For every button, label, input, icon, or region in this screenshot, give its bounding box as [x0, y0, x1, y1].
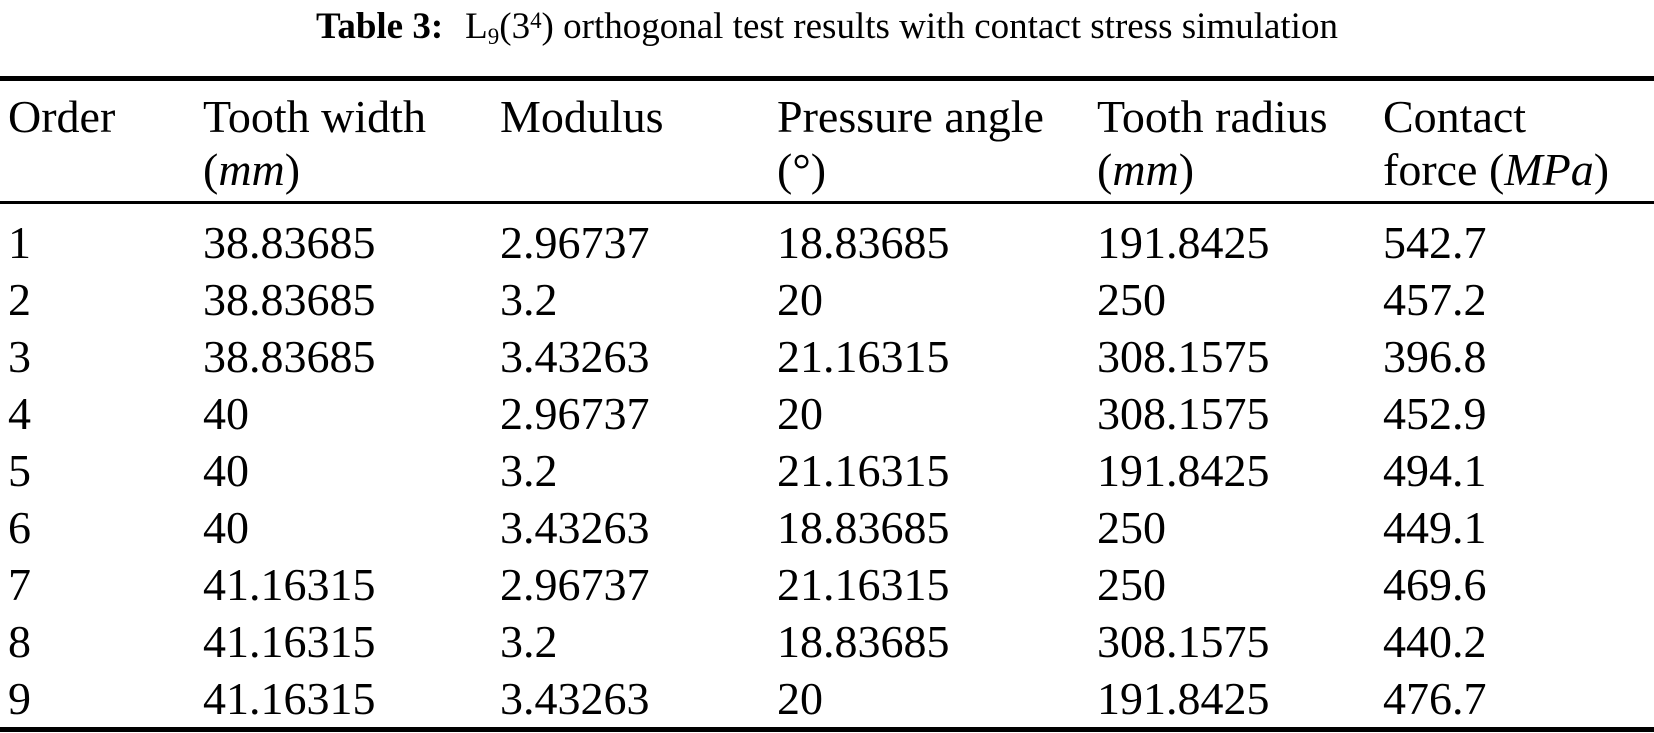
column-header-label: Tooth radius [1097, 91, 1328, 142]
cell-contact-force: 457.2 [1383, 274, 1487, 325]
cell-tooth-width: 40 [203, 502, 249, 553]
cell-tooth-width: 41.16315 [203, 673, 376, 724]
cell-tooth-radius: 250 [1097, 559, 1166, 610]
column-header-label: Pressure angle [777, 91, 1044, 142]
cell-tooth-width: 38.83685 [203, 331, 376, 382]
column-header-label: Order [8, 91, 116, 142]
column-header-modulus: Modulus [500, 78, 777, 204]
table-row: 8 41.16315 3.2 18.83685 308.1575 440.2 [0, 613, 1654, 670]
table-caption: Table 3: L9(34) orthogonal test results w… [0, 0, 1654, 76]
table-caption-text: L9(34) orthogonal test results with cont… [465, 6, 1338, 49]
column-header-unit: (mm) [1097, 144, 1195, 195]
results-table: Order Tooth width (mm) Modulus Pressure angl… [0, 76, 1654, 732]
cell-contact-force: 469.6 [1383, 559, 1487, 610]
cell-tooth-width: 38.83685 [203, 217, 376, 268]
cell-tooth-radius: 191.8425 [1097, 673, 1270, 724]
column-header-tooth-radius: Tooth radius (mm) [1097, 78, 1383, 204]
table-row: 1 38.83685 2.96737 18.83685 191.8425 542.7 [0, 203, 1654, 272]
cell-pressure-angle: 18.83685 [777, 616, 950, 667]
column-header-unit: (°) [777, 144, 827, 195]
table-row: 3 38.83685 3.43263 21.16315 308.1575 396.8 [0, 328, 1654, 385]
cell-tooth-radius: 308.1575 [1097, 331, 1270, 382]
caption-series-close-paren: ) [541, 6, 554, 47]
cell-tooth-radius: 191.8425 [1097, 445, 1270, 496]
cell-modulus: 2.96737 [500, 559, 650, 610]
caption-description: orthogonal test results with contact str… [553, 6, 1338, 47]
cell-order: 8 [8, 616, 31, 667]
cell-contact-force: 440.2 [1383, 616, 1487, 667]
table-body: 1 38.83685 2.96737 18.83685 191.8425 542.7 2 38… [0, 203, 1654, 730]
cell-contact-force: 449.1 [1383, 502, 1487, 553]
cell-pressure-angle: 20 [777, 388, 823, 439]
column-header-pressure-angle: Pressure angle (°) [777, 78, 1097, 204]
cell-tooth-radius: 250 [1097, 274, 1166, 325]
cell-tooth-width: 40 [203, 445, 249, 496]
column-header-tooth-width: Tooth width (mm) [203, 78, 500, 204]
column-header-order: Order [0, 78, 203, 204]
cell-modulus: 2.96737 [500, 388, 650, 439]
table-row: 7 41.16315 2.96737 21.16315 250 469.6 [0, 556, 1654, 613]
cell-contact-force: 476.7 [1383, 673, 1487, 724]
cell-order: 3 [8, 331, 31, 382]
caption-series-superscript: 4 [530, 7, 542, 33]
cell-tooth-radius: 308.1575 [1097, 616, 1270, 667]
table-row: 9 41.16315 3.43263 20 191.8425 476.7 [0, 670, 1654, 730]
cell-modulus: 3.2 [500, 445, 558, 496]
cell-pressure-angle: 21.16315 [777, 445, 950, 496]
table-row: 6 40 3.43263 18.83685 250 449.1 [0, 499, 1654, 556]
table-row: 4 40 2.96737 20 308.1575 452.9 [0, 385, 1654, 442]
cell-pressure-angle: 21.16315 [777, 559, 950, 610]
column-header-label: Tooth width [203, 91, 426, 142]
cell-order: 7 [8, 559, 31, 610]
unit-symbol: ° [792, 144, 811, 195]
cell-order: 6 [8, 502, 31, 553]
cell-order: 5 [8, 445, 31, 496]
cell-tooth-width: 41.16315 [203, 559, 376, 610]
table-caption-label: Table 3: [316, 6, 444, 47]
table-row: 5 40 3.2 21.16315 191.8425 494.1 [0, 442, 1654, 499]
cell-modulus: 3.43263 [500, 331, 650, 382]
cell-contact-force: 494.1 [1383, 445, 1487, 496]
caption-series-open-paren: (3 [499, 6, 531, 47]
cell-order: 1 [8, 217, 31, 268]
caption-series-subscript: 9 [487, 23, 500, 49]
cell-tooth-width: 38.83685 [203, 274, 376, 325]
cell-contact-force: 396.8 [1383, 331, 1487, 382]
column-header-unit: (mm) [203, 144, 301, 195]
column-header-unit: force (MPa) [1383, 144, 1610, 195]
cell-pressure-angle: 18.83685 [777, 217, 950, 268]
column-header-contact-force: Contact force (MPa) [1383, 78, 1654, 204]
cell-modulus: 3.2 [500, 616, 558, 667]
cell-order: 2 [8, 274, 31, 325]
unit-symbol: mm [1112, 144, 1179, 195]
cell-contact-force: 542.7 [1383, 217, 1487, 268]
unit-symbol: mm [218, 144, 285, 195]
table-row: 2 38.83685 3.2 20 250 457.2 [0, 271, 1654, 328]
cell-tooth-radius: 191.8425 [1097, 217, 1270, 268]
cell-tooth-radius: 308.1575 [1097, 388, 1270, 439]
cell-modulus: 3.43263 [500, 673, 650, 724]
cell-order: 4 [8, 388, 31, 439]
cell-tooth-width: 40 [203, 388, 249, 439]
cell-modulus: 2.96737 [500, 217, 650, 268]
cell-contact-force: 452.9 [1383, 388, 1487, 439]
cell-modulus: 3.2 [500, 274, 558, 325]
unit-symbol: MPa [1504, 144, 1594, 195]
column-header-label: Contact [1383, 91, 1527, 142]
cell-pressure-angle: 21.16315 [777, 331, 950, 382]
caption-series-letter: L [465, 6, 488, 47]
cell-pressure-angle: 20 [777, 274, 823, 325]
cell-pressure-angle: 20 [777, 673, 823, 724]
cell-order: 9 [8, 673, 31, 724]
cell-tooth-width: 41.16315 [203, 616, 376, 667]
header-row: Order Tooth width (mm) Modulus Pressure angl… [0, 78, 1654, 204]
cell-pressure-angle: 18.83685 [777, 502, 950, 553]
cell-modulus: 3.43263 [500, 502, 650, 553]
column-header-label: Modulus [500, 91, 664, 142]
cell-tooth-radius: 250 [1097, 502, 1166, 553]
